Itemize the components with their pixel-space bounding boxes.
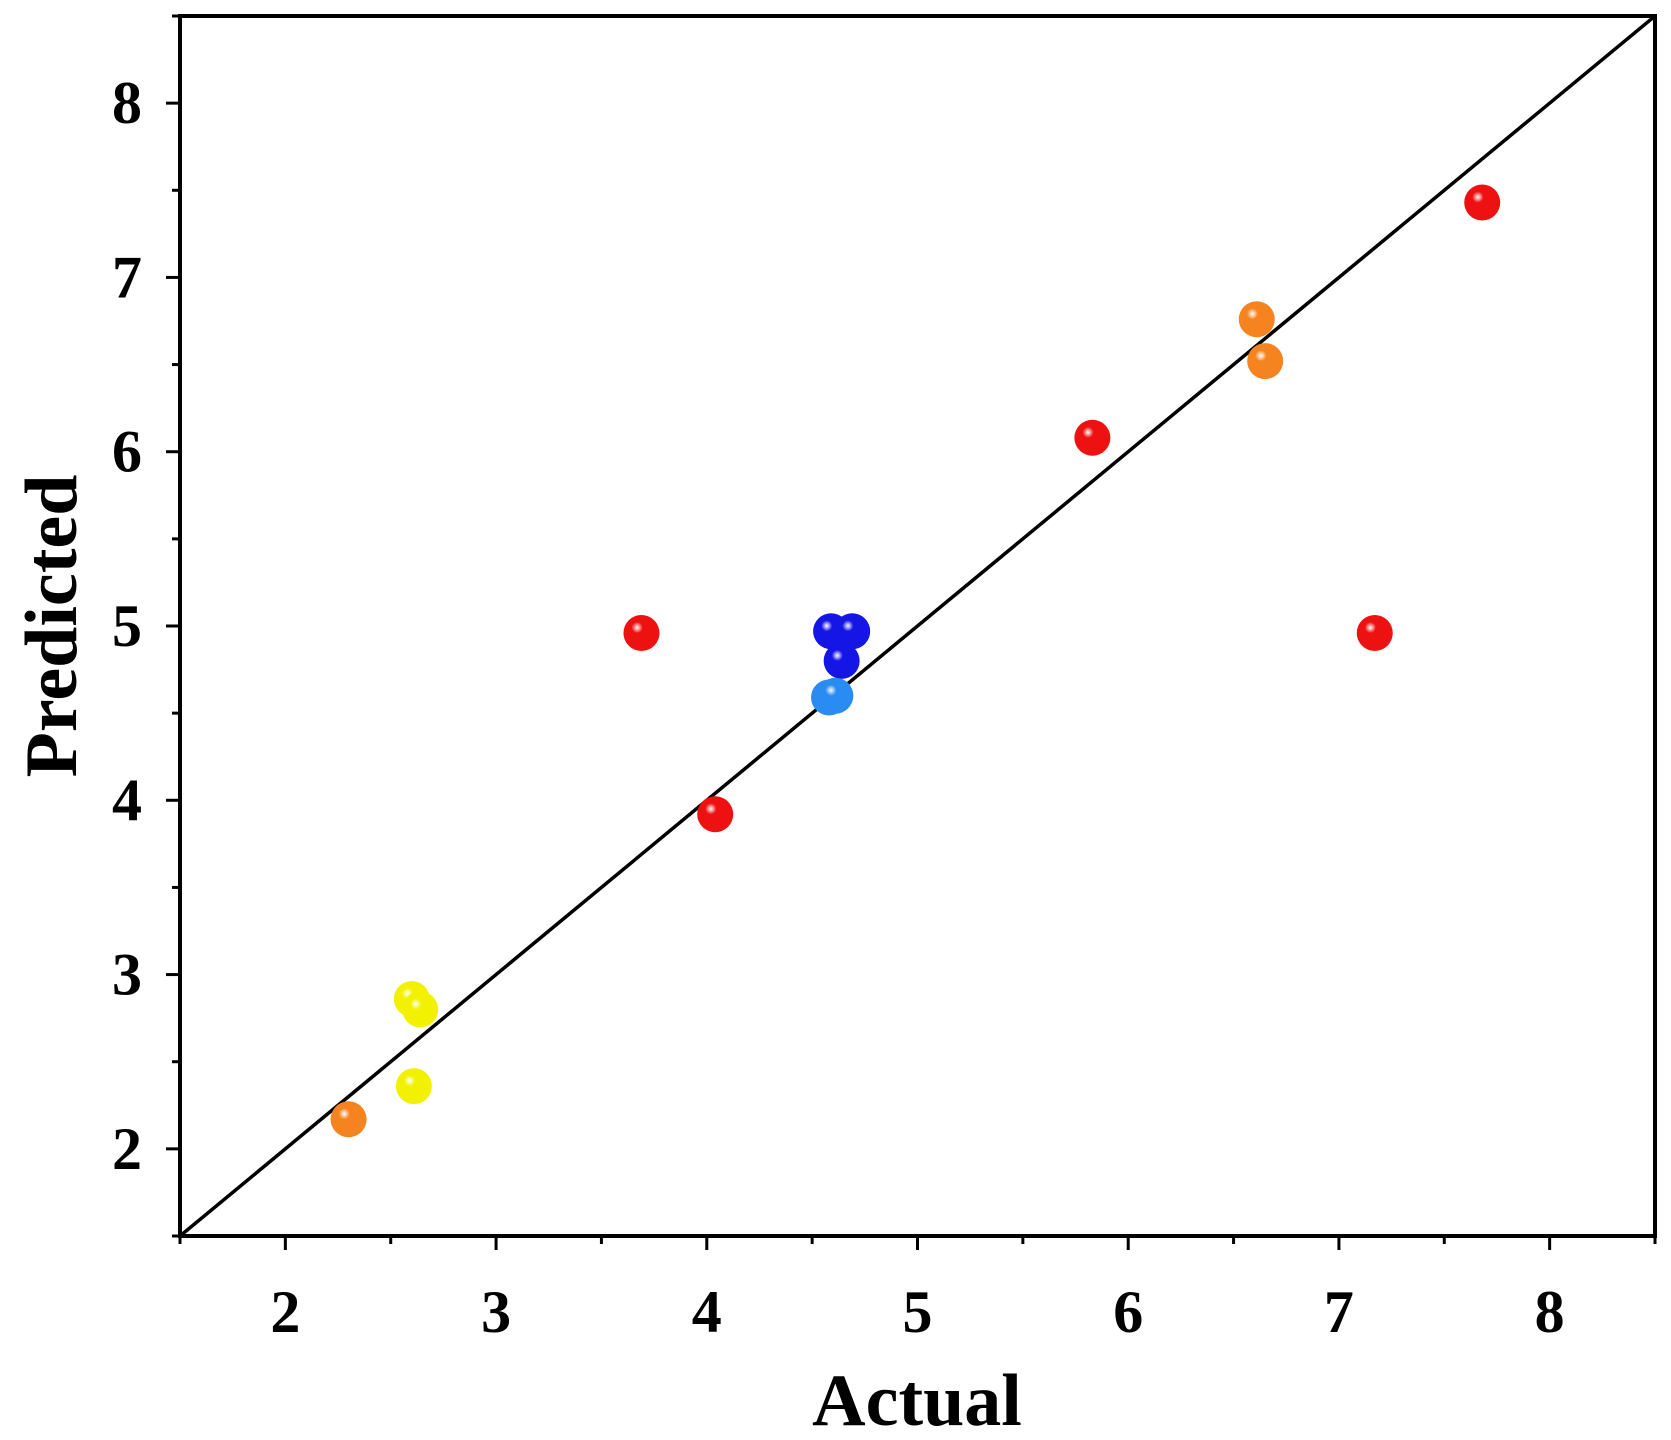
data-point-yellow	[402, 991, 439, 1028]
y-tick-label: 6	[112, 419, 142, 485]
y-axis-title: Predicted	[11, 475, 93, 778]
x-tick-label: 5	[903, 1279, 933, 1345]
data-point-orange	[1247, 343, 1284, 380]
x-tick-label: 7	[1324, 1279, 1354, 1345]
x-tick-label: 3	[481, 1279, 511, 1345]
axis-ticks: 2 3 4 5 6 7 8 2 3 4 5 6 7 8	[112, 14, 1657, 1345]
data-point-red	[1464, 184, 1501, 221]
x-tick-label: 8	[1535, 1279, 1565, 1345]
x-axis-title: Actual	[812, 1360, 1022, 1440]
y-tick-label: 3	[112, 942, 142, 1008]
data-point-blue	[834, 613, 871, 650]
data-point-blue	[823, 642, 860, 679]
x-tick-label: 6	[1113, 1279, 1143, 1345]
y-tick-label: 5	[112, 593, 142, 659]
data-point-red	[1356, 614, 1393, 651]
reference-line	[178, 14, 1657, 1238]
y-tick-label: 7	[112, 244, 142, 310]
data-point-red	[697, 796, 734, 833]
x-tick-label: 2	[270, 1279, 300, 1345]
data-point-red	[1074, 419, 1111, 456]
reference-line-group	[178, 14, 1657, 1238]
x-tick-label: 4	[692, 1279, 722, 1345]
data-point-yellow	[395, 1068, 432, 1105]
y-tick-label: 8	[112, 70, 142, 136]
data-points	[330, 184, 1501, 1138]
y-tick-label: 4	[112, 767, 142, 833]
data-point-red	[623, 614, 660, 651]
data-point-orange	[330, 1101, 367, 1138]
y-tick-label: 2	[112, 1116, 142, 1182]
data-point-light-blue	[817, 677, 854, 714]
data-point-orange	[1238, 301, 1275, 338]
